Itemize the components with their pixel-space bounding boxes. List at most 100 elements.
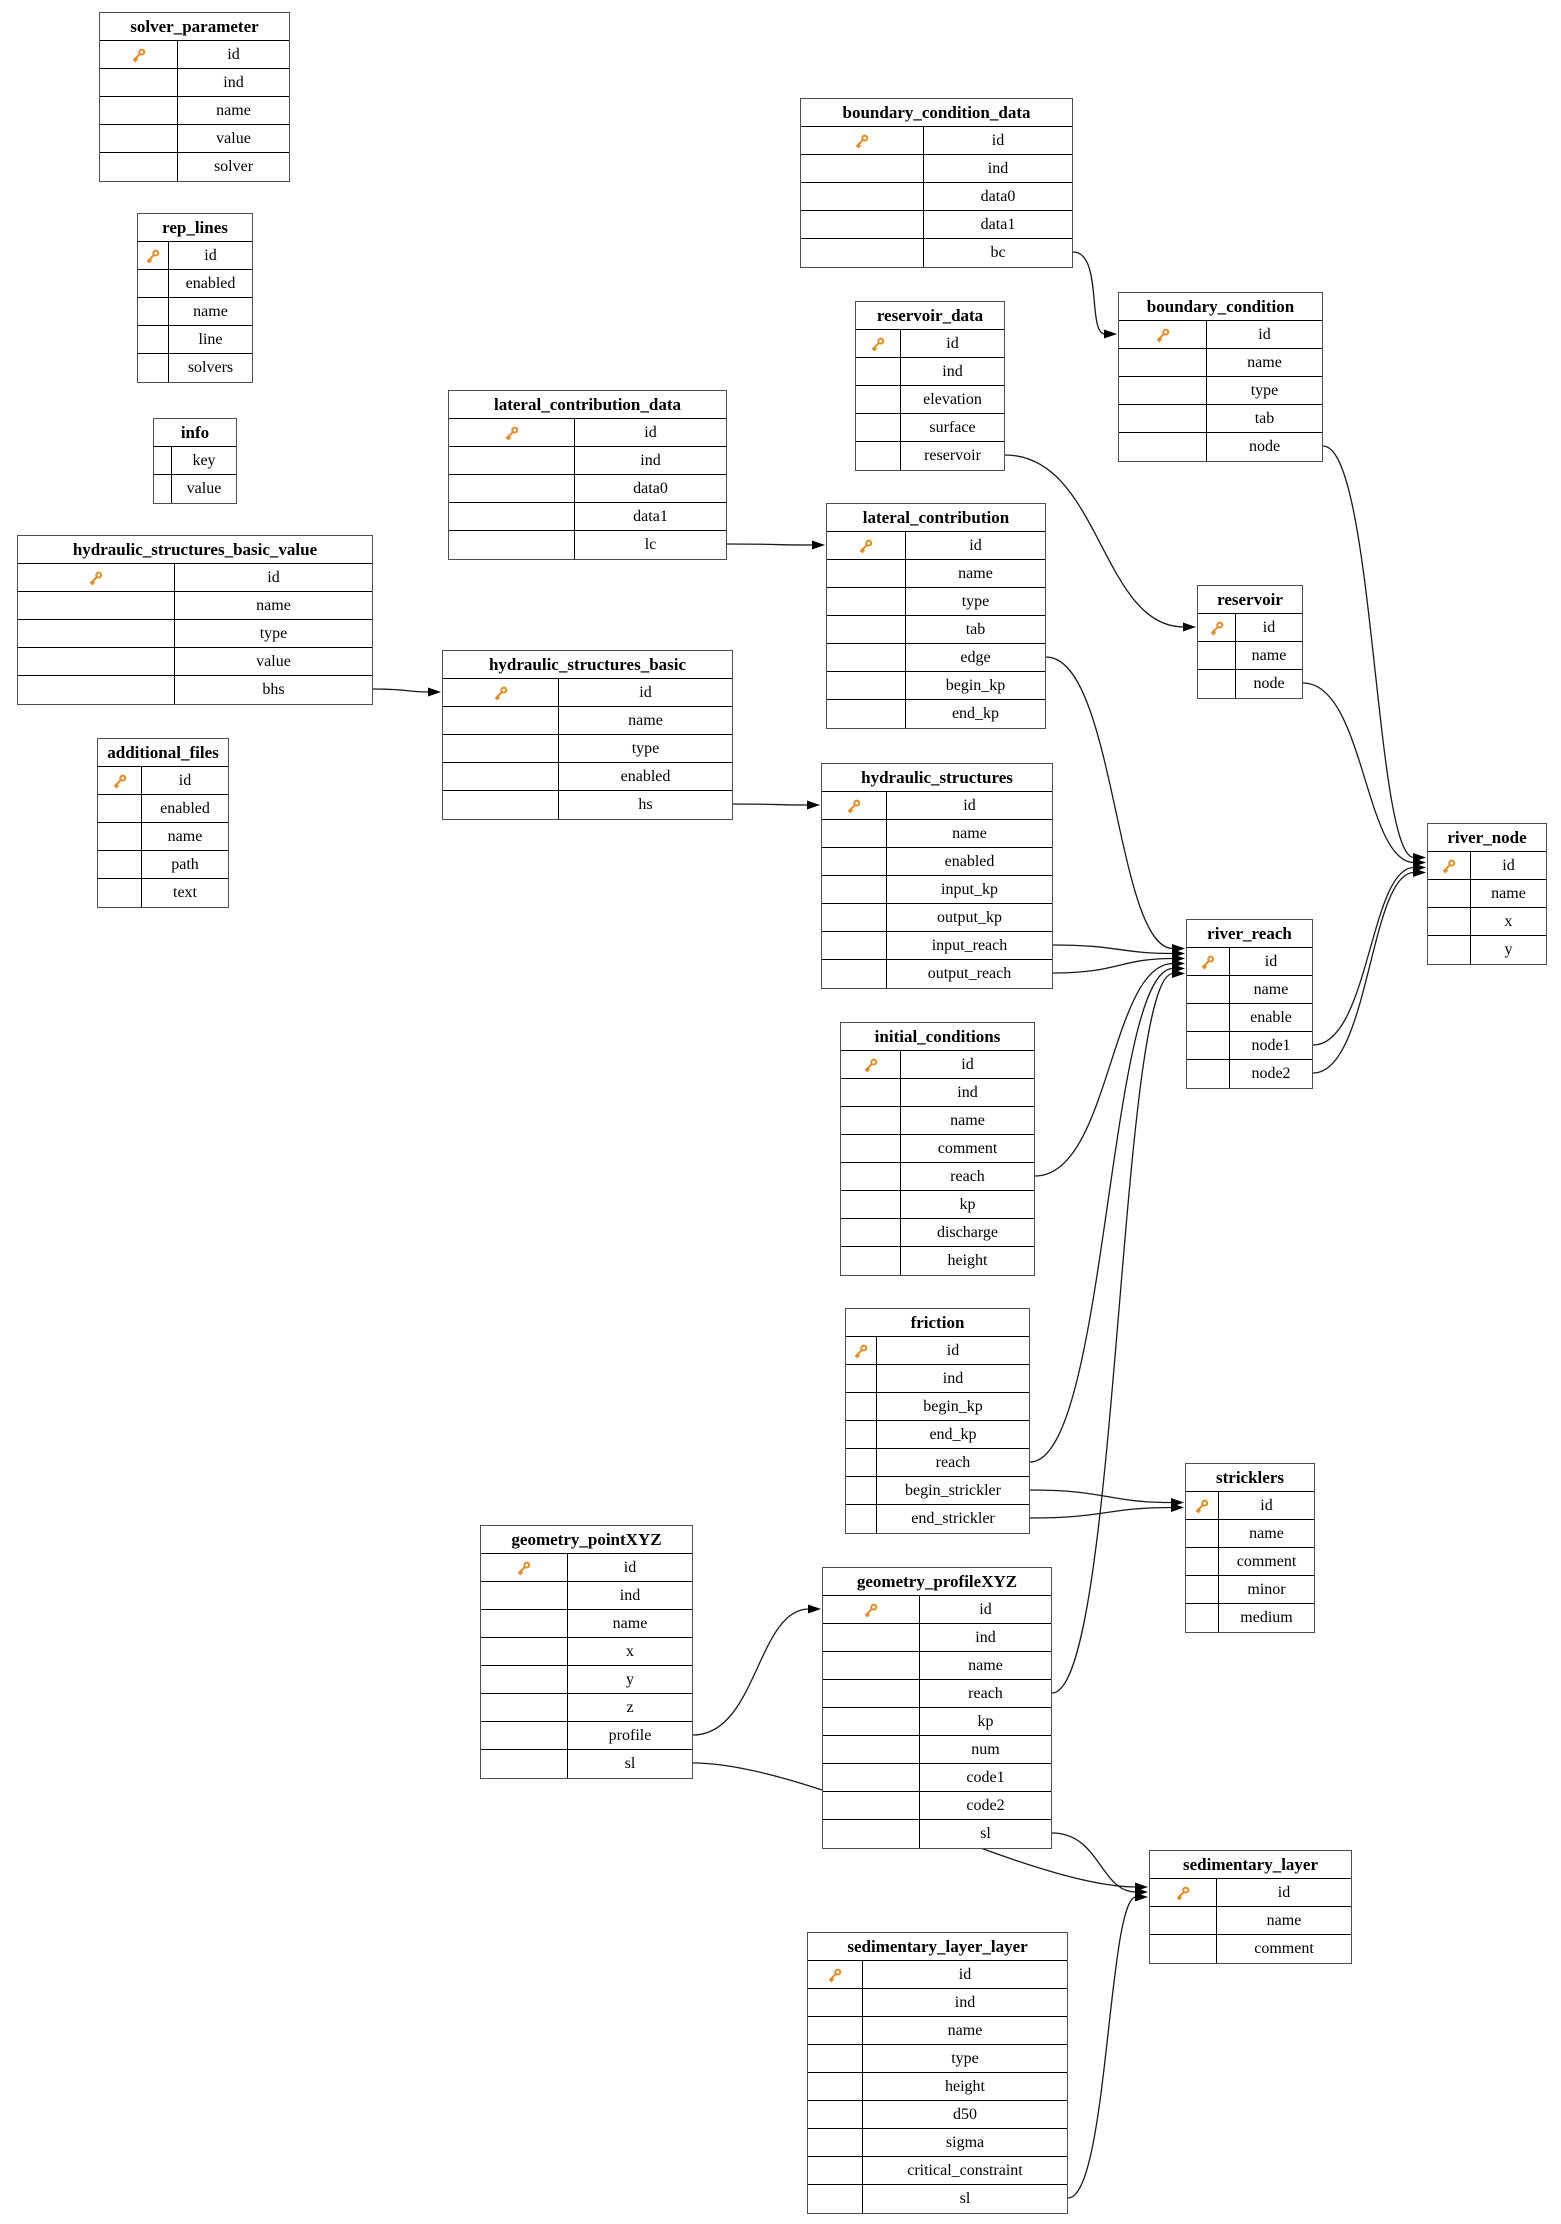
field-name: id [204,246,217,264]
field-row: d50 [808,2101,1067,2129]
field-name: lc [644,536,657,553]
field-row: name [1150,1907,1351,1935]
key-cell-empty [808,2101,863,2128]
key-cell-empty [827,644,906,671]
field-row: id [1187,948,1312,976]
key-cell-empty [841,1163,901,1190]
field-name: reservoir [924,447,981,464]
field-row: data1 [801,211,1072,239]
key-cell-empty [841,1107,901,1134]
table-name: reservoir [1198,586,1302,614]
field-row: medium [1186,1604,1314,1632]
key-icon [98,767,142,794]
fk-arrow-friction-end-strickler [1029,1506,1173,1519]
fk-arrow-initial-conditions-reach [1034,962,1174,1177]
key-cell-empty [841,1247,901,1275]
field-row: data0 [801,183,1072,211]
field-row: sl [823,1820,1051,1848]
field-name: key [192,451,216,469]
field-row: id [822,792,1052,820]
field-name: surface [929,418,976,436]
field-name: node1 [1251,1036,1291,1054]
key-icon [1428,852,1471,879]
field-name: solver [213,158,254,175]
key-cell-empty [846,1449,877,1476]
field-name: elevation [923,390,982,408]
field-row: node [1119,433,1322,461]
field-name: enabled [160,799,210,817]
field-name: solvers [187,359,234,376]
field-name: code1 [966,1768,1005,1786]
field-name: name [193,302,228,320]
table-name: initial_conditions [841,1023,1034,1051]
key-cell-empty [449,503,575,530]
key-cell-empty [808,2157,863,2184]
field-row: type [1119,377,1322,405]
key-cell-empty [841,1079,901,1106]
field-name: name [1266,1911,1302,1929]
table-name: info [154,419,236,447]
field-row: text [98,879,228,907]
field-name: ind [957,1083,978,1101]
key-cell-empty [100,125,178,152]
field-name: d50 [953,2105,977,2123]
field-name: begin_strickler [905,1481,1001,1499]
key-cell-empty [801,211,924,238]
field-row: enabled [98,795,228,823]
key-icon [443,679,559,706]
field-row: node2 [1187,1060,1312,1088]
key-cell-empty [443,763,559,790]
key-cell-empty [1187,1032,1230,1059]
key-cell-empty [822,820,887,847]
table-name: river_reach [1187,920,1312,948]
table-name: sedimentary_layer [1150,1851,1351,1879]
field-row: ind [801,155,1072,183]
field-row: value [100,125,289,153]
key-cell-empty [18,592,175,619]
field-row: name [1198,642,1302,670]
key-cell-empty [449,447,575,474]
field-row: output_kp [822,904,1052,932]
field-name: medium [1240,1609,1293,1626]
field-name: output_reach [927,965,1012,982]
table-name: river_node [1428,824,1546,852]
arrowhead [1172,969,1185,978]
field-row: name [827,560,1045,588]
key-cell-empty [138,354,169,382]
key-icon [18,564,175,591]
field-row: comment [841,1135,1034,1163]
arrowhead [1171,1503,1184,1512]
field-row: name [481,1610,692,1638]
key-cell-empty [823,1708,920,1735]
arrowhead [1172,949,1185,958]
key-cell-empty [846,1505,877,1533]
table-friction: friction id ind begin_kp end_kp reach begin_st… [845,1308,1030,1534]
field-row: id [98,767,228,795]
field-row: tab [1119,405,1322,433]
field-name: begin_kp [945,676,1006,694]
field-row: code2 [823,1792,1051,1820]
table-hydraulic-structures-basic-value: hydraulic_structures_basic_value id name ty… [17,535,373,705]
key-cell-empty [808,1989,863,2016]
field-name: end_strickler [911,1510,995,1527]
field-name: node [1253,675,1285,692]
key-cell-empty [481,1582,568,1609]
arrowhead [1413,863,1426,872]
field-name: end_kp [951,705,1000,722]
key-icon [856,330,901,357]
field-name: type [631,739,660,757]
field-name: id [969,536,982,554]
field-row: sigma [808,2129,1067,2157]
field-name: id [946,334,959,352]
table-hydraulic-structures-basic: hydraulic_structures_basic id name type enab… [442,650,733,820]
field-name: comment [1254,1940,1314,1957]
field-name: enabled [620,767,671,785]
fk-arrow-geometry-pointXYZ-profile [692,1608,810,1736]
field-row: name [1119,349,1322,377]
key-cell-empty [481,1694,568,1721]
key-cell-empty [100,69,178,96]
field-name: ind [223,73,244,91]
field-row: bc [801,239,1072,267]
key-cell-empty [443,791,559,819]
table-name: stricklers [1186,1464,1314,1492]
